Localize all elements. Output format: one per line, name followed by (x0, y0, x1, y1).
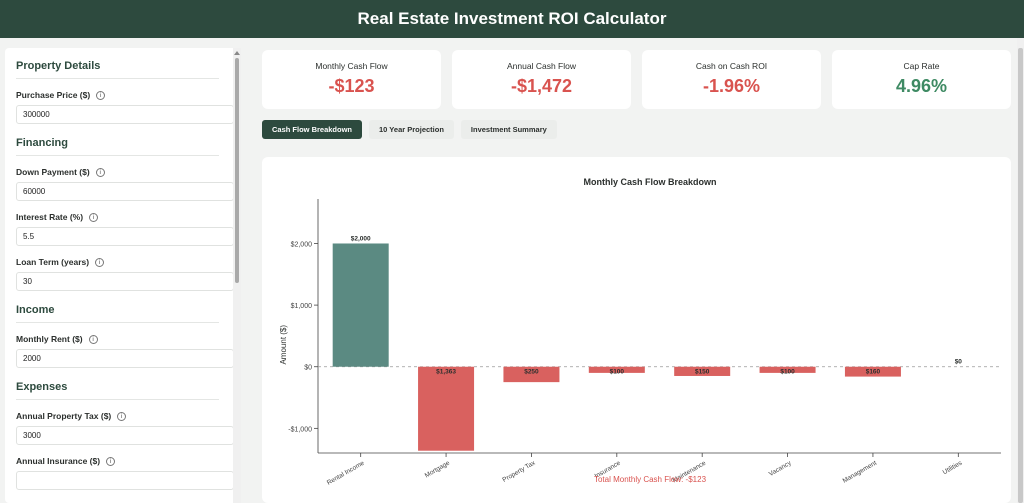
insurance-label: Annual Insurance ($) (16, 456, 101, 466)
section-title-financing: Financing (16, 135, 219, 156)
info-icon[interactable]: i (106, 456, 116, 466)
info-icon[interactable]: i (89, 212, 99, 222)
cash-flow-chart: Monthly Cash Flow Breakdown Amount ($) $2,… (279, 177, 1001, 487)
field-label-insurance: Annual Insurance ($) i (16, 456, 219, 466)
info-icon[interactable]: i (96, 90, 106, 100)
bar-0 (332, 243, 389, 367)
data-label: $100 (780, 369, 795, 376)
field-label-loan-term: Loan Term (years) i (16, 257, 219, 267)
bar-2 (503, 366, 560, 383)
property-tax-input[interactable]: 3000 (16, 426, 234, 445)
y-tick-label: -$1,000 (288, 426, 312, 433)
data-label: $150 (695, 369, 710, 376)
field-label-monthly-rent: Monthly Rent ($) i (16, 334, 219, 344)
scroll-up-arrow-icon[interactable] (234, 51, 240, 55)
page-scrollbar[interactable] (1017, 38, 1024, 503)
field-label-down-payment: Down Payment ($) i (16, 167, 219, 177)
chart-footer-total: Total Monthly Cash Flow: -$123 (594, 475, 707, 484)
bar-6 (844, 366, 901, 377)
y-tick-label: $0 (304, 365, 312, 372)
bar-1 (418, 366, 475, 451)
loan-term-label: Loan Term (years) (16, 257, 90, 267)
monthly-rent-label: Monthly Rent ($) (16, 334, 83, 344)
interest-rate-input[interactable]: 5.5 (16, 227, 234, 246)
metric-label: Monthly Cash Flow (315, 61, 388, 71)
metric-value: -$123 (328, 76, 375, 96)
bar-4 (674, 366, 731, 376)
x-tick-label: Property Tax (501, 459, 537, 484)
metric-value: -1.96% (702, 76, 761, 96)
data-label: $250 (524, 369, 539, 376)
page-scroll-thumb[interactable] (1018, 48, 1023, 503)
x-tick-label: Rental Income (326, 459, 366, 486)
tab-10-year-projection[interactable]: 10 Year Projection (369, 120, 454, 139)
metric-label: Cap Rate (903, 61, 940, 71)
interest-rate-label: Interest Rate (%) (16, 212, 84, 222)
info-icon[interactable]: i (88, 334, 98, 344)
data-label: $160 (866, 369, 881, 376)
field-label-interest-rate: Interest Rate (%) i (16, 212, 219, 222)
chart-card: Monthly Cash Flow Breakdown Amount ($) $2,… (262, 157, 1011, 503)
y-tick-label: $1,000 (291, 303, 313, 310)
insurance-input[interactable] (16, 471, 234, 490)
metric-label: Cash on Cash ROI (695, 61, 768, 71)
metric-card-monthly-cash-flow: Monthly Cash Flow -$123 (262, 50, 441, 109)
metric-value: 4.96% (895, 76, 948, 96)
x-tick-label: Management (842, 460, 879, 485)
bar-5 (759, 366, 816, 373)
section-title-property: Property Details (16, 58, 219, 79)
metric-card-cap-rate: Cap Rate 4.96% (832, 50, 1011, 109)
data-label: $0 (955, 359, 963, 366)
sidebar-scroll-thumb[interactable] (235, 58, 239, 283)
section-title-expenses: Expenses (16, 379, 219, 400)
x-tick-label: Mortgage (424, 459, 452, 479)
field-label-purchase-price: Purchase Price ($) i (16, 90, 219, 100)
down-payment-input[interactable]: 60000 (16, 182, 234, 201)
down-payment-label: Down Payment ($) (16, 167, 90, 177)
metric-label: Annual Cash Flow (507, 61, 576, 71)
info-icon[interactable]: i (117, 411, 127, 421)
metric-card-annual-cash-flow: Annual Cash Flow -$1,472 (452, 50, 631, 109)
property-tax-label: Annual Property Tax ($) (16, 411, 112, 421)
purchase-price-label: Purchase Price ($) (16, 90, 91, 100)
y-axis-label: Amount ($) (279, 325, 288, 365)
data-label: $1,363 (436, 369, 456, 376)
monthly-rent-input[interactable]: 2000 (16, 349, 234, 368)
chart-title: Monthly Cash Flow Breakdown (583, 177, 716, 187)
field-label-property-tax: Annual Property Tax ($) i (16, 411, 219, 421)
info-icon[interactable]: i (95, 167, 105, 177)
app-header: Real Estate Investment ROI Calculator (0, 0, 1024, 38)
tab-cash-flow-breakdown[interactable]: Cash Flow Breakdown (262, 120, 363, 139)
metric-value: -$1,472 (510, 76, 573, 96)
input-sidebar: Property Details Purchase Price ($) i 30… (5, 48, 241, 503)
metric-card-cash-on-cash-roi: Cash on Cash ROI -1.96% (642, 50, 821, 109)
loan-term-input[interactable]: 30 (16, 272, 234, 291)
tab-investment-summary[interactable]: Investment Summary (460, 120, 557, 139)
purchase-price-input[interactable]: 300000 (16, 105, 234, 124)
x-tick-label: Vacancy (768, 459, 793, 478)
x-tick-label: Utilities (942, 459, 964, 476)
view-tabs: Cash Flow Breakdown 10 Year Projection I… (262, 120, 557, 139)
sidebar-scrollbar[interactable] (233, 48, 241, 503)
data-label: $2,000 (351, 235, 371, 242)
data-label: $100 (610, 369, 625, 376)
bar-3 (588, 366, 645, 373)
y-tick-label: $2,000 (291, 241, 313, 248)
info-icon[interactable]: i (95, 257, 105, 267)
app-title: Real Estate Investment ROI Calculator (357, 9, 667, 28)
section-title-income: Income (16, 302, 219, 323)
